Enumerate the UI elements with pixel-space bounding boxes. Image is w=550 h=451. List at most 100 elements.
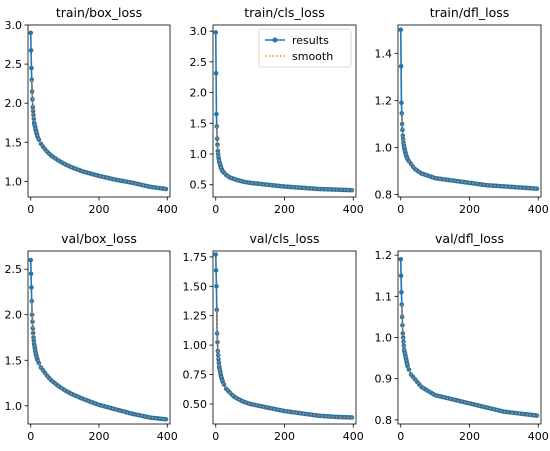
x-tick-label: 400 [528, 430, 549, 443]
smooth-line [216, 126, 353, 191]
y-tick-label: 0.5 [190, 179, 208, 192]
results-point [214, 124, 220, 129]
chart-title: val/box_loss [61, 231, 137, 246]
x-tick-label: 400 [343, 203, 364, 216]
y-tick-label: 3.0 [5, 19, 23, 32]
results-point [163, 417, 169, 422]
results-point [398, 256, 404, 262]
chart-panel: val/cls_loss 0 200 400 0.50 0.75 1.00 1.25 1.50 1… [183, 231, 364, 443]
results-point [398, 273, 404, 279]
results-point [399, 289, 404, 295]
legend-results-marker [272, 37, 278, 43]
results-point [31, 112, 36, 118]
results-point [30, 319, 35, 324]
y-tick-label: 0.75 [183, 369, 208, 382]
y-tick-label: 1.2 [375, 249, 393, 262]
x-tick-label: 200 [89, 203, 110, 216]
smooth-line [216, 309, 353, 419]
chart-panel: val/box_loss 0 200 400 1.0 1.5 2.0 2.5 [5, 231, 178, 443]
results-point [400, 331, 406, 336]
results-point [30, 330, 36, 336]
y-tick-label: 1.00 [183, 339, 208, 352]
results-point [29, 65, 34, 71]
x-tick-label: 200 [89, 430, 110, 443]
x-tick-label: 400 [343, 430, 364, 443]
x-tick-label: 0 [27, 430, 34, 443]
results-point [534, 186, 540, 191]
results-line [29, 260, 168, 421]
legend: results smooth [258, 28, 352, 68]
axes-frame [397, 24, 542, 198]
axes-frame [397, 250, 542, 425]
chart-panel: train/box_loss 0 200 400 1.0 1.5 2.0 2.5 3.0 [5, 5, 178, 216]
results-point [398, 27, 404, 33]
y-tick-label: 1.2 [375, 94, 393, 107]
y-tick-label: 1.25 [183, 310, 208, 323]
y-tick-label: 0.50 [183, 398, 208, 411]
axes-frame [27, 24, 171, 198]
y-tick-label: 0.9 [375, 373, 393, 386]
results-point [399, 302, 405, 307]
chart-title: train/box_loss [56, 5, 142, 20]
y-tick-label: 1.0 [5, 175, 23, 188]
results-point [28, 30, 34, 36]
results-point [400, 127, 405, 133]
y-tick-label: 2.5 [5, 263, 23, 276]
y-tick-label: 1.0 [190, 148, 208, 161]
legend-box [258, 28, 352, 68]
results-point [399, 121, 405, 127]
y-tick-label: 2.0 [190, 87, 208, 100]
y-tick-label: 1.50 [183, 280, 208, 293]
results-point [213, 70, 219, 76]
results-point [29, 285, 34, 290]
y-tick-label: 1.1 [375, 290, 393, 303]
legend-results-label: results [292, 34, 329, 47]
chart-title: val/dfl_loss [435, 231, 504, 246]
y-tick-label: 1.0 [375, 332, 393, 345]
x-tick-label: 400 [528, 203, 549, 216]
chart-panel: train/cls_loss 0 200 400 0.5 1.0 1.5 2.0 2.5 3.0 [190, 5, 364, 216]
x-tick-label: 0 [397, 430, 404, 443]
y-tick-label: 2.5 [5, 58, 23, 71]
y-tick-label: 1.0 [5, 400, 23, 413]
results-line [29, 32, 168, 190]
y-tick-label: 1.75 [183, 251, 208, 264]
y-tick-label: 1.5 [5, 354, 23, 367]
y-tick-label: 3.0 [190, 25, 208, 38]
smooth-line [401, 304, 538, 417]
results-point [215, 142, 220, 148]
y-tick-label: 1.4 [375, 47, 393, 60]
chart-title: train/cls_loss [244, 5, 325, 20]
results-point [213, 252, 219, 257]
results-point [28, 257, 34, 263]
y-tick-label: 1.0 [375, 142, 393, 155]
results-point [400, 335, 406, 340]
results-point [399, 100, 404, 106]
smooth-line [31, 79, 168, 190]
results-point [163, 186, 169, 192]
axes-frame [27, 250, 171, 425]
x-tick-label: 200 [274, 430, 295, 443]
x-tick-label: 0 [212, 203, 219, 216]
x-tick-label: 0 [212, 430, 219, 443]
results-point [399, 111, 405, 116]
chart-panel: val/dfl_loss 0 200 400 0.8 0.9 1.0 1.1 1.2 [375, 231, 549, 443]
chart-title: val/cls_loss [250, 231, 320, 246]
results-point [215, 339, 220, 345]
smooth-line [31, 301, 168, 421]
results-point [30, 108, 36, 114]
results-point [29, 298, 35, 304]
y-tick-label: 2.5 [190, 56, 208, 69]
legend-smooth-label: smooth [292, 50, 333, 63]
results-point [534, 413, 540, 418]
y-tick-label: 1.5 [5, 136, 23, 149]
results-point [214, 111, 219, 117]
results-point [28, 48, 34, 53]
results-point [31, 116, 37, 122]
x-tick-label: 0 [397, 203, 404, 216]
results-point [29, 312, 35, 318]
results-point [29, 77, 35, 83]
x-tick-label: 200 [459, 430, 480, 443]
results-point [214, 284, 219, 289]
